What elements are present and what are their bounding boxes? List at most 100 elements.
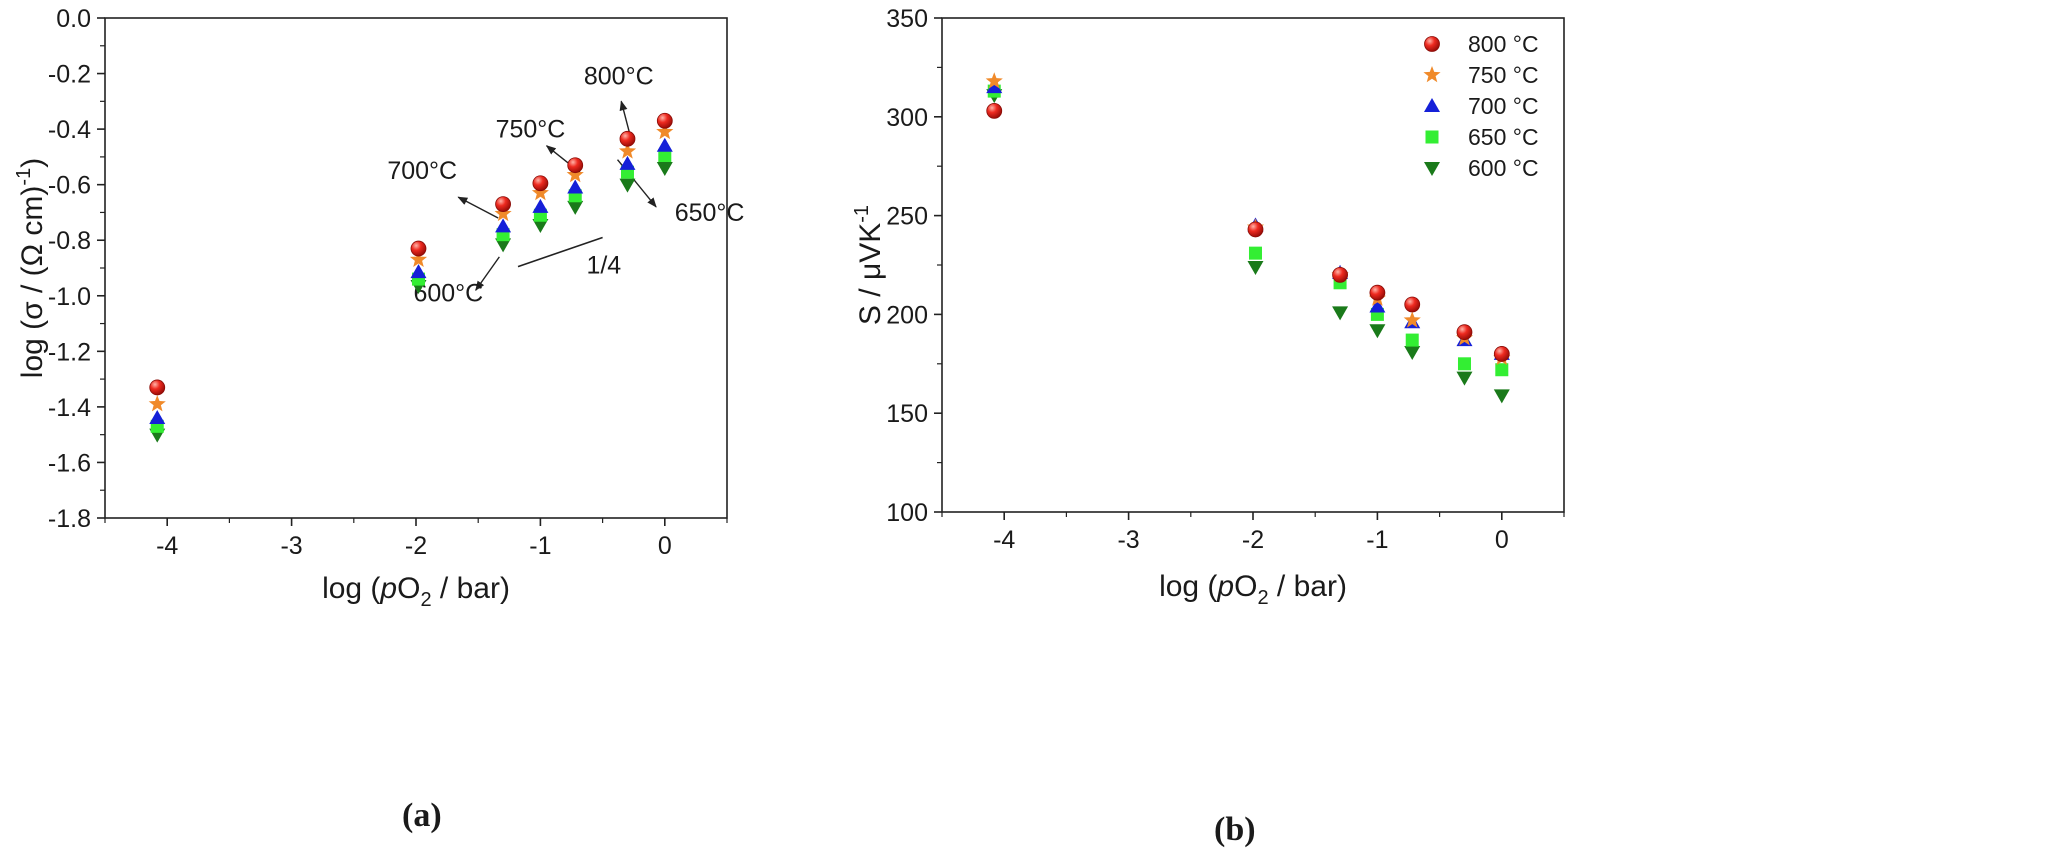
chart-a-point-800	[656, 112, 673, 129]
chart-a-point-650	[658, 149, 672, 162]
chart-b-point-800	[1369, 284, 1386, 301]
chart-b-xtick-label: -4	[993, 526, 1015, 554]
chart-a-point-800	[619, 130, 636, 147]
chart-b-xlabel: log (pO2 / bar)	[1159, 570, 1347, 609]
chart-a-point-600	[567, 200, 584, 215]
chart-a-ytick-label: -1.2	[48, 338, 91, 366]
chart-a-point-750	[618, 142, 637, 159]
chart-b-xtick-label: -1	[1366, 526, 1388, 554]
chart-b-point-600	[1247, 260, 1264, 275]
chart-a-point-800	[532, 175, 549, 192]
chart-a-xtick-label: 0	[658, 532, 672, 560]
chart-b-xtick-label: -3	[1117, 526, 1139, 554]
chart-a-point-600	[619, 178, 636, 193]
chart-a-annotation-label: 1/4	[586, 252, 621, 280]
chart-b-legend-marker-600	[1424, 162, 1440, 176]
chart-b-ytick-label: 250	[886, 203, 928, 231]
chart-b-point-600	[1404, 345, 1421, 360]
chart-b-legend-label: 800 °C	[1468, 31, 1539, 57]
chart-a-ytick-label: -1.4	[48, 394, 91, 422]
chart-a-point-750	[566, 165, 584, 183]
chart-a-point-600	[656, 162, 673, 176]
chart-a-point-700	[149, 410, 166, 424]
chart-panel-b: -4 -3 -2 -1 0 100 150 200 250 300 350 800 °C 750 °C…	[851, 5, 1565, 848]
chart-a-point-800	[567, 157, 584, 174]
chart-b-point-600	[1369, 324, 1386, 339]
chart-a-point-700	[532, 198, 549, 213]
chart-a-point-700	[495, 218, 512, 233]
chart-b-legend-label: 700 °C	[1468, 93, 1539, 119]
chart-a-xlabel: log (pO2 / bar)	[322, 572, 510, 611]
chart-a-point-750	[531, 184, 549, 201]
chart-b-point-800	[1493, 346, 1510, 362]
chart-a-annotation-label: 700°C	[387, 157, 457, 185]
chart-b-legend: 800 °C 750 °C 700 °C 650 °C 600 °C	[1423, 31, 1539, 181]
chart-a-xtick-label: -1	[529, 532, 551, 560]
chart-b-point-700	[986, 79, 1003, 94]
chart-b-legend-label: 750 °C	[1468, 62, 1539, 88]
chart-a-point-700	[656, 137, 673, 152]
chart-a-point-700	[567, 179, 584, 194]
chart-a-annotation-label: 600°C	[413, 279, 483, 307]
chart-b-point-800	[986, 102, 1003, 119]
chart-b-ytick-label: 100	[886, 499, 928, 527]
chart-b-point-650	[1457, 357, 1471, 371]
chart-b-legend-marker-800	[1424, 36, 1440, 52]
chart-a-caption: (a)	[402, 797, 442, 834]
chart-a-slope-line	[517, 236, 603, 268]
chart-a-ytick-label: -0.4	[48, 116, 91, 144]
chart-b-point-750	[1403, 311, 1421, 328]
chart-b-point-650	[1405, 333, 1419, 347]
chart-b-legend-marker-750	[1423, 66, 1441, 83]
chart-a-ytick-label: -0.2	[48, 61, 91, 89]
chart-a-point-750	[409, 250, 428, 267]
chart-b-point-800	[1247, 221, 1264, 238]
chart-b-point-650	[1248, 246, 1262, 260]
chart-a-point-700	[619, 155, 636, 170]
chart-b-point-650	[1495, 363, 1509, 377]
chart-a-point-700	[410, 264, 427, 279]
chart-a-xtick-label: -4	[156, 532, 178, 560]
chart-b-point-800	[1404, 296, 1421, 313]
chart-a-annotations: 800°C 750°C 700°C 650°C 600°C 1/4	[387, 63, 744, 308]
chart-b-legend-label: 600 °C	[1468, 155, 1539, 181]
chart-b-point-600	[1493, 389, 1510, 404]
chart-a-point-750	[148, 395, 166, 412]
chart-a-point-800	[410, 240, 427, 257]
chart-b-legend-marker-650	[1425, 130, 1439, 144]
chart-b-ticks: -4 -3 -2 -1 0 100 150 200 250 300 350	[886, 5, 1565, 554]
chart-b-point-600	[1456, 371, 1473, 386]
chart-b-point-600	[1332, 306, 1349, 321]
chart-a-points	[148, 112, 674, 443]
chart-b-legend-marker-700	[1424, 98, 1440, 112]
chart-a-ytick-label: -0.8	[48, 227, 91, 255]
chart-a-annotation-label: 750°C	[496, 115, 566, 143]
chart-b-points	[985, 72, 1511, 404]
chart-b-xtick-label: -2	[1242, 526, 1264, 554]
chart-b-ylabel: S / μVK-1	[851, 205, 887, 325]
chart-a-point-750	[494, 204, 512, 222]
chart-b-point-750	[985, 72, 1003, 89]
chart-a-point-800	[149, 379, 166, 396]
chart-b-ytick-label: 200	[886, 301, 928, 329]
chart-b-ytick-label: 350	[886, 5, 928, 33]
chart-b-point-800	[1332, 266, 1348, 283]
chart-a-ytick-label: -0.6	[48, 172, 91, 200]
chart-a-point-600	[532, 218, 549, 233]
chart-a-ytick-label: 0.0	[56, 5, 91, 33]
chart-b-caption: (b)	[1214, 811, 1256, 848]
chart-b-ytick-label: 150	[886, 400, 928, 428]
chart-b-point-700	[1369, 298, 1386, 313]
chart-a-ytick-label: -1.0	[48, 283, 91, 311]
chart-b-point-800	[1456, 324, 1473, 341]
chart-a-frame	[104, 17, 728, 519]
chart-b-ytick-label: 300	[886, 104, 928, 132]
chart-a-ylabel: log (σ / (Ω cm)-1)	[13, 158, 49, 378]
chart-b-legend-label: 650 °C	[1468, 124, 1539, 150]
chart-a-xtick-label: -2	[405, 532, 427, 560]
chart-a-annotation-arrow	[619, 100, 631, 135]
chart-a-point-600	[495, 238, 512, 253]
chart-a-ytick-label: -1.6	[48, 449, 91, 477]
chart-a-annotation-arrow	[475, 256, 500, 292]
chart-a-xtick-label: -3	[280, 532, 302, 560]
